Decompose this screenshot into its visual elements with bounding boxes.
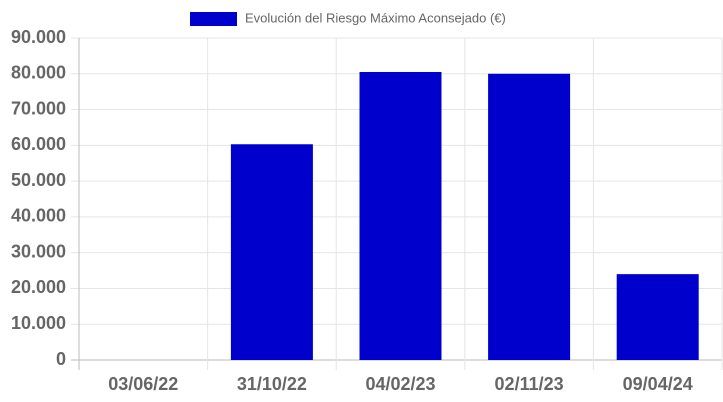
y-tick-label: 80.000 <box>11 63 66 83</box>
x-tick-label: 03/06/22 <box>108 374 178 394</box>
y-tick-label: 50.000 <box>11 170 66 190</box>
y-tick-label: 10.000 <box>11 313 66 333</box>
y-tick-label: 20.000 <box>11 277 66 297</box>
bar <box>616 274 699 360</box>
bar <box>359 71 442 360</box>
bar <box>230 144 313 360</box>
legend-label: Evolución del Riesgo Máximo Aconsejado (… <box>245 10 506 25</box>
x-tick-label: 04/02/23 <box>365 374 435 394</box>
x-tick-label: 02/11/23 <box>495 374 564 394</box>
y-tick-label: 70.000 <box>11 98 66 118</box>
y-tick-label: 90.000 <box>11 27 66 47</box>
x-tick-label: 09/04/24 <box>623 374 693 394</box>
y-tick-label: 60.000 <box>11 134 66 154</box>
y-tick-label: 30.000 <box>11 241 66 261</box>
x-tick-label: 31/10/22 <box>237 374 307 394</box>
y-tick-label: 0 <box>56 349 66 369</box>
legend-swatch <box>190 12 237 26</box>
bar <box>488 73 571 361</box>
y-tick-label: 40.000 <box>11 206 66 226</box>
